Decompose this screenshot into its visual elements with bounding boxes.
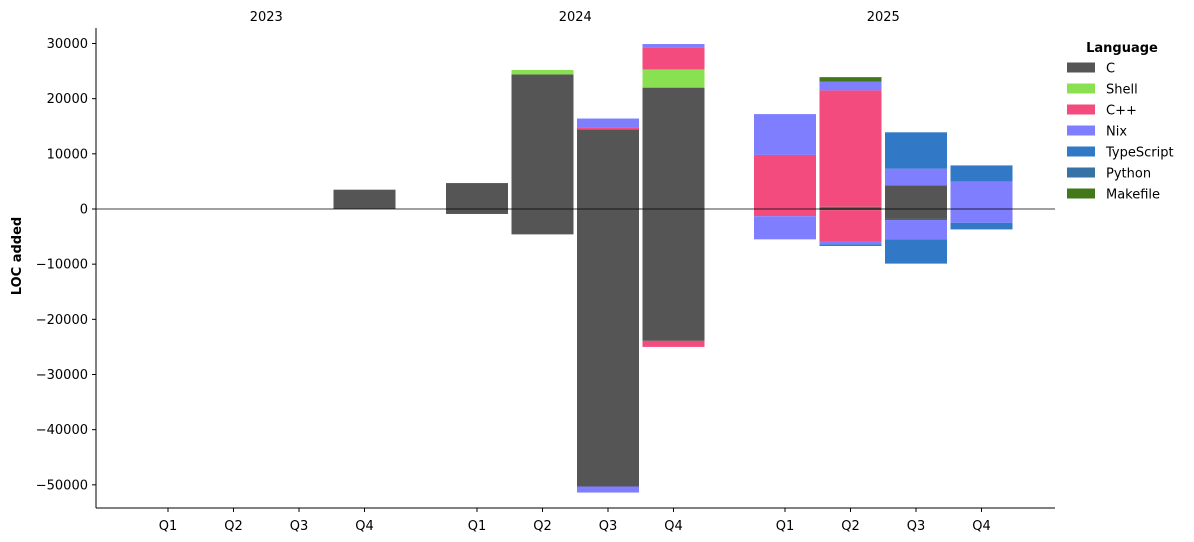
legend-label: C++ [1106, 104, 1137, 119]
legend-swatch [1067, 146, 1095, 157]
year-group-labels: 2023 2024 2025 [250, 10, 900, 25]
bar-segment-typescript [885, 239, 947, 264]
y-tick-label: 30000 [47, 37, 88, 52]
bar-segment-typescript [819, 244, 882, 246]
x-tick-label: Q1 [776, 519, 795, 534]
bar-segment-c [577, 209, 639, 487]
bar-segment-nix [577, 486, 639, 493]
bar-segment-cpp [754, 154, 816, 209]
bar-segment-c [642, 209, 705, 341]
year-label: 2023 [250, 10, 283, 25]
legend: Language C Shell C++ Nix TypeScript Python Mak… [1067, 41, 1174, 203]
legend-label: Makefile [1106, 188, 1160, 203]
bar-segment-typescript [950, 222, 1013, 230]
x-tick-label: Q4 [972, 519, 991, 534]
y-tick-label: −50000 [36, 478, 88, 493]
bar-segment-nix [950, 181, 1013, 209]
bar-segment-typescript [885, 132, 947, 169]
x-tick-label: Q4 [664, 519, 683, 534]
y-tick-label: 10000 [47, 147, 88, 162]
bar-segment-nix [642, 44, 705, 48]
legend-swatch [1067, 104, 1095, 115]
bar-segment-makefile [819, 77, 882, 82]
y-ticks: 30000 20000 10000 0 −10000 −20000 −30000 −40000… [36, 37, 96, 493]
y-tick-label: −10000 [36, 258, 88, 273]
bar-segment-nix [885, 220, 947, 240]
x-ticks: Q1 Q2 Q3 Q4 Q1 Q2 Q3 Q4 Q1 Q2 Q3 Q4 [159, 508, 991, 534]
bar-segment-c [511, 209, 574, 235]
bar-segment-cpp [642, 340, 705, 347]
bar-segment-nix [885, 168, 947, 186]
bar-segment-c [446, 209, 508, 214]
y-tick-label: 0 [80, 203, 88, 218]
legend-label: TypeScript [1105, 146, 1174, 161]
y-axis-label: LOC added [10, 217, 25, 295]
legend-label: Python [1106, 167, 1151, 182]
bars-layer [333, 44, 1013, 493]
legend-swatch [1067, 167, 1095, 178]
legend-swatch [1067, 125, 1095, 136]
bar-segment-c [577, 129, 639, 209]
bar-segment-cpp [577, 127, 639, 130]
bar-segment-shell [642, 69, 705, 88]
year-label: 2024 [559, 10, 592, 25]
y-tick-label: −20000 [36, 313, 88, 328]
bar-segment-c [333, 189, 396, 209]
bar-segment-makefile [819, 209, 882, 211]
bar-segment-c [819, 207, 882, 209]
bar-segment-nix [577, 118, 639, 128]
year-label: 2025 [867, 10, 900, 25]
x-tick-label: Q1 [468, 519, 487, 534]
legend-swatch [1067, 62, 1095, 73]
legend-swatch [1067, 83, 1095, 94]
bar-segment-c [885, 185, 947, 209]
legend-title: Language [1086, 41, 1158, 56]
x-tick-label: Q3 [907, 519, 926, 534]
bar-segment-makefile [819, 206, 882, 208]
bar-segment-nix [819, 240, 882, 245]
y-tick-label: 20000 [47, 92, 88, 107]
x-tick-label: Q1 [159, 519, 178, 534]
bar-segment-cpp [819, 90, 882, 207]
x-tick-label: Q2 [224, 519, 243, 534]
y-tick-label: −40000 [36, 423, 88, 438]
bar-segment-cpp [642, 47, 705, 70]
legend-label: C [1106, 62, 1115, 77]
bar-segment-makefile [885, 218, 947, 221]
bar-segment-nix [754, 216, 816, 240]
bar-segment-c [885, 209, 947, 219]
x-tick-label: Q2 [533, 519, 552, 534]
bar-segment-nix [754, 114, 816, 155]
legend-swatch [1067, 188, 1095, 199]
bar-segment-shell [511, 69, 574, 75]
y-tick-label: −30000 [36, 368, 88, 383]
bar-segment-nix [819, 81, 882, 91]
bar-segment-cpp [819, 210, 882, 241]
bar-segment-nix [950, 209, 1013, 223]
bar-segment-typescript [950, 165, 1013, 182]
x-tick-label: Q3 [290, 519, 309, 534]
bar-segment-c [511, 74, 574, 209]
legend-label: Nix [1106, 125, 1127, 140]
bar-segment-cpp [754, 209, 816, 217]
bar-segment-c [446, 183, 508, 209]
legend-label: Shell [1106, 83, 1138, 98]
bar-segment-c [642, 87, 705, 209]
x-tick-label: Q4 [355, 519, 374, 534]
x-tick-label: Q2 [841, 519, 860, 534]
x-tick-label: Q3 [599, 519, 618, 534]
